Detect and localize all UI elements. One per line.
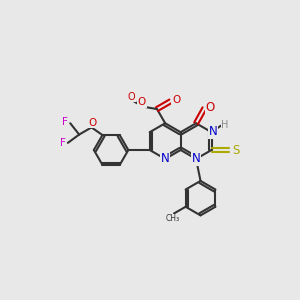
- Text: O: O: [172, 95, 181, 106]
- Text: H: H: [221, 120, 229, 130]
- Text: F: F: [62, 117, 68, 127]
- Text: O: O: [128, 92, 135, 101]
- Text: O: O: [138, 98, 146, 107]
- Text: N: N: [161, 152, 170, 165]
- Text: N: N: [208, 125, 217, 138]
- Text: N: N: [192, 152, 200, 165]
- Text: F: F: [60, 138, 66, 148]
- Text: O: O: [206, 101, 215, 114]
- Text: O: O: [88, 118, 97, 128]
- Text: CH₃: CH₃: [166, 214, 180, 223]
- Text: S: S: [232, 143, 240, 157]
